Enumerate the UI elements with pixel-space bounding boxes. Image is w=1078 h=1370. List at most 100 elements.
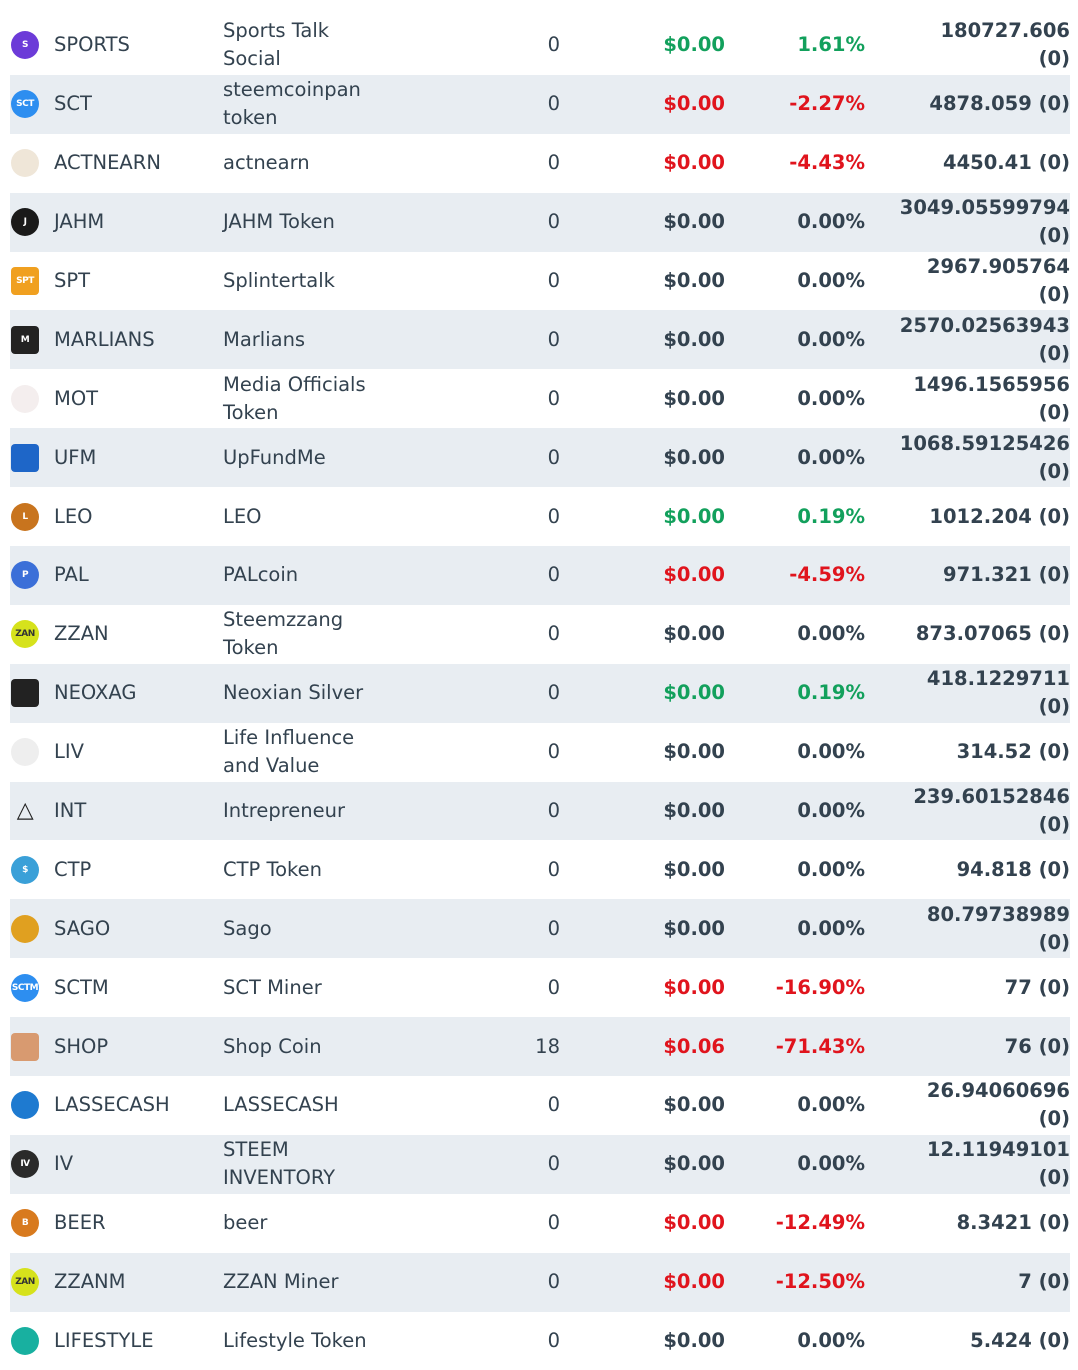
mot-icon — [11, 384, 39, 413]
token-name: steemcoinpan token — [223, 75, 393, 134]
token-price: $0.00 — [610, 664, 725, 723]
token-quantity-text: 0 — [547, 916, 560, 940]
token-quantity-text: 0 — [547, 622, 560, 646]
marlians-icon: M — [11, 325, 39, 354]
token-balance: 76 (0) — [910, 1017, 1070, 1076]
token-symbol-text: ZZANM — [54, 1270, 126, 1294]
token-price: $0.00 — [610, 1076, 725, 1135]
token-icon-cell — [10, 134, 40, 193]
token-name-text: steemcoinpan token — [223, 78, 361, 130]
token-row[interactable]: △ INT Intrepreneur 0 $0.00 0.00% 239.60152846 … — [10, 781, 1070, 841]
token-change-text: 0.00% — [797, 740, 865, 764]
token-balance: 2570.02563943 (0) — [900, 310, 1070, 369]
token-row[interactable]: SAGO Sago 0 $0.00 0.00% 80.79738989 (0) — [10, 899, 1070, 959]
token-row[interactable]: B BEER beer 0 $0.00 -12.49% 8.3421 (0) — [10, 1194, 1070, 1253]
token-quantity: 0 — [500, 782, 560, 841]
token-symbol-text: INT — [54, 799, 87, 823]
token-name-text: Sports Talk Social — [223, 19, 330, 71]
token-quantity-text: 0 — [547, 33, 560, 57]
token-row[interactable]: $ CTP CTP Token 0 $0.00 0.00% 94.818 (0) — [10, 840, 1070, 899]
token-row[interactable]: LIFESTYLE Lifestyle Token 0 $0.00 0.00% 5.424… — [10, 1312, 1070, 1370]
token-row[interactable]: LIV Life Influence and Value 0 $0.00 0.00% 31… — [10, 723, 1070, 782]
token-balance-text: 2967.905764 (0) — [926, 255, 1070, 306]
token-symbol-text: SCTM — [54, 975, 109, 999]
token-row[interactable]: ZAN ZZAN Steemzzang Token 0 $0.00 0.00% 873.07… — [10, 605, 1070, 664]
token-icon-cell: P — [10, 546, 40, 605]
token-name: Lifestyle Token — [223, 1312, 393, 1370]
token-symbol-text: SPT — [54, 269, 91, 292]
token-row[interactable]: SHOP Shop Coin 18 $0.06 -71.43% 76 (0) — [10, 1017, 1070, 1077]
token-price-text: $0.00 — [663, 857, 725, 881]
token-price: $0.00 — [610, 1253, 725, 1312]
token-row[interactable]: ACTNEARN actnearn 0 $0.00 -4.43% 4450.41 (0) — [10, 134, 1070, 193]
ctp-icon: $ — [11, 855, 39, 884]
token-price-text: $0.00 — [663, 622, 725, 646]
token-quantity: 0 — [500, 369, 560, 428]
token-quantity: 0 — [500, 958, 560, 1017]
token-name: Neoxian Silver — [223, 664, 393, 723]
token-row[interactable]: L LEO LEO 0 $0.00 0.19% 1012.204 (0) — [10, 487, 1070, 546]
token-name: LASSECASH — [223, 1076, 393, 1135]
token-row[interactable]: UFM UpFundMe 0 $0.00 0.00% 1068.59125426 (0) — [10, 428, 1070, 488]
token-price-text: $0.00 — [663, 1211, 725, 1235]
token-balance-text: 180727.606 (0) — [940, 19, 1070, 71]
token-symbol: ACTNEARN — [54, 134, 214, 193]
token-name: PALcoin — [223, 546, 393, 605]
token-balance: 180727.606 (0) — [910, 16, 1070, 75]
spt-icon: SPT — [11, 267, 39, 295]
token-icon-cell — [10, 1312, 40, 1370]
token-symbol: SPT — [54, 252, 214, 311]
token-icon-cell: SCT — [10, 75, 40, 134]
token-symbol: SHOP — [54, 1017, 214, 1076]
lassecash-icon — [11, 1091, 39, 1120]
token-balance: 12.11949101 (0) — [910, 1135, 1070, 1194]
token-row[interactable]: P PAL PALcoin 0 $0.00 -4.59% 971.321 (0) — [10, 546, 1070, 605]
token-row[interactable]: LASSECASH LASSECASH 0 $0.00 0.00% 26.94060696… — [10, 1076, 1070, 1135]
token-price: $0.06 — [610, 1017, 725, 1076]
token-quantity-text: 0 — [547, 269, 560, 292]
token-name-text: Steemzzang Token — [223, 608, 344, 660]
token-row[interactable]: M MARLIANS Marlians 0 $0.00 0.00% 2570.0256394… — [10, 310, 1070, 370]
token-symbol: LEO — [54, 487, 214, 546]
token-balance-text: 4878.059 (0) — [929, 92, 1070, 116]
token-row[interactable]: ZAN ZZANM ZZAN Miner 0 $0.00 -12.50% 7 (0) — [10, 1252, 1070, 1312]
token-balance: 7 (0) — [910, 1253, 1070, 1312]
token-change-text: 0.00% — [797, 210, 865, 234]
token-quantity: 0 — [500, 16, 560, 75]
token-balance: 1068.59125426 (0) — [900, 428, 1070, 487]
token-name: Marlians — [223, 310, 393, 369]
token-balance: 77 (0) — [910, 958, 1070, 1017]
token-quantity: 0 — [500, 75, 560, 134]
token-price: $0.00 — [610, 605, 725, 664]
jahm-icon: J — [11, 208, 39, 237]
token-row[interactable]: SPT SPT Splintertalk 0 $0.00 0.00% 2967.905764… — [10, 252, 1070, 311]
token-symbol-text: UFM — [54, 445, 97, 469]
token-quantity: 0 — [500, 1194, 560, 1253]
token-balance-text: 7 (0) — [1018, 1270, 1070, 1294]
token-price: $0.00 — [610, 1135, 725, 1194]
token-price-text: $0.00 — [663, 563, 725, 587]
token-price: $0.00 — [610, 1312, 725, 1370]
token-change: 0.00% — [750, 369, 865, 428]
token-price-text: $0.00 — [663, 681, 725, 705]
token-price: $0.00 — [610, 958, 725, 1017]
token-icon-cell: J — [10, 193, 40, 252]
token-balance: 80.79738989 (0) — [910, 899, 1070, 958]
token-row[interactable]: SCTM SCTM SCT Miner 0 $0.00 -16.90% 77 (0) — [10, 958, 1070, 1017]
token-price: $0.00 — [610, 782, 725, 841]
token-quantity: 0 — [500, 840, 560, 899]
token-name: Splintertalk — [223, 252, 393, 311]
token-row[interactable]: J JAHM JAHM Token 0 $0.00 0.00% 3049.05599794 … — [10, 192, 1070, 252]
token-row[interactable]: IV IV STEEM INVENTORY 0 $0.00 0.00% 12.1194910… — [10, 1134, 1070, 1194]
token-row[interactable]: SCT SCT steemcoinpan token 0 $0.00 -2.27% 4878… — [10, 74, 1070, 134]
token-row[interactable]: S SPORTS Sports Talk Social 0 $0.00 1.61% 1807… — [10, 16, 1070, 75]
token-row[interactable]: NEOXAG Neoxian Silver 0 $0.00 0.19% 418.12297… — [10, 663, 1070, 723]
token-balance: 2967.905764 (0) — [910, 252, 1070, 311]
token-balance-text: 1068.59125426 (0) — [899, 431, 1070, 483]
token-balance: 314.52 (0) — [910, 723, 1070, 782]
token-row[interactable]: MOT Media Officials Token 0 $0.00 0.00% 1496.… — [10, 369, 1070, 428]
token-name-text: Media Officials Token — [223, 372, 366, 424]
token-icon-cell: ZAN — [10, 605, 40, 664]
token-symbol-text: SCT — [54, 92, 92, 116]
token-name-text: Intrepreneur — [223, 799, 346, 823]
